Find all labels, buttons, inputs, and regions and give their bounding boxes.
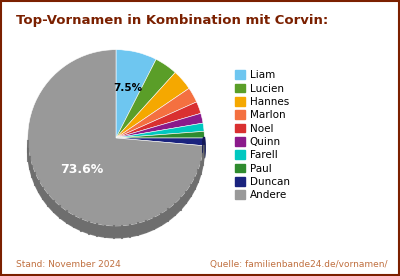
- Wedge shape: [116, 59, 175, 138]
- Text: Stand: November 2024: Stand: November 2024: [16, 260, 121, 269]
- Text: Quelle: familienbande24.de/vornamen/: Quelle: familienbande24.de/vornamen/: [210, 260, 388, 269]
- Polygon shape: [28, 145, 204, 238]
- Text: 7.5%: 7.5%: [113, 83, 142, 93]
- Wedge shape: [116, 138, 204, 146]
- Text: 73.6%: 73.6%: [60, 163, 104, 176]
- Wedge shape: [116, 50, 156, 138]
- Wedge shape: [116, 88, 197, 138]
- Legend: Liam, Lucien, Hannes, Marlon, Noel, Quinn, Farell, Paul, Duncan, Andere: Liam, Lucien, Hannes, Marlon, Noel, Quin…: [233, 68, 292, 202]
- Wedge shape: [116, 113, 203, 138]
- Wedge shape: [28, 50, 204, 226]
- Wedge shape: [116, 102, 201, 138]
- Wedge shape: [116, 131, 204, 138]
- Text: Top-Vornamen in Kombination mit Corvin:: Top-Vornamen in Kombination mit Corvin:: [16, 14, 328, 27]
- Polygon shape: [28, 61, 204, 238]
- Wedge shape: [116, 123, 204, 138]
- Wedge shape: [116, 73, 189, 138]
